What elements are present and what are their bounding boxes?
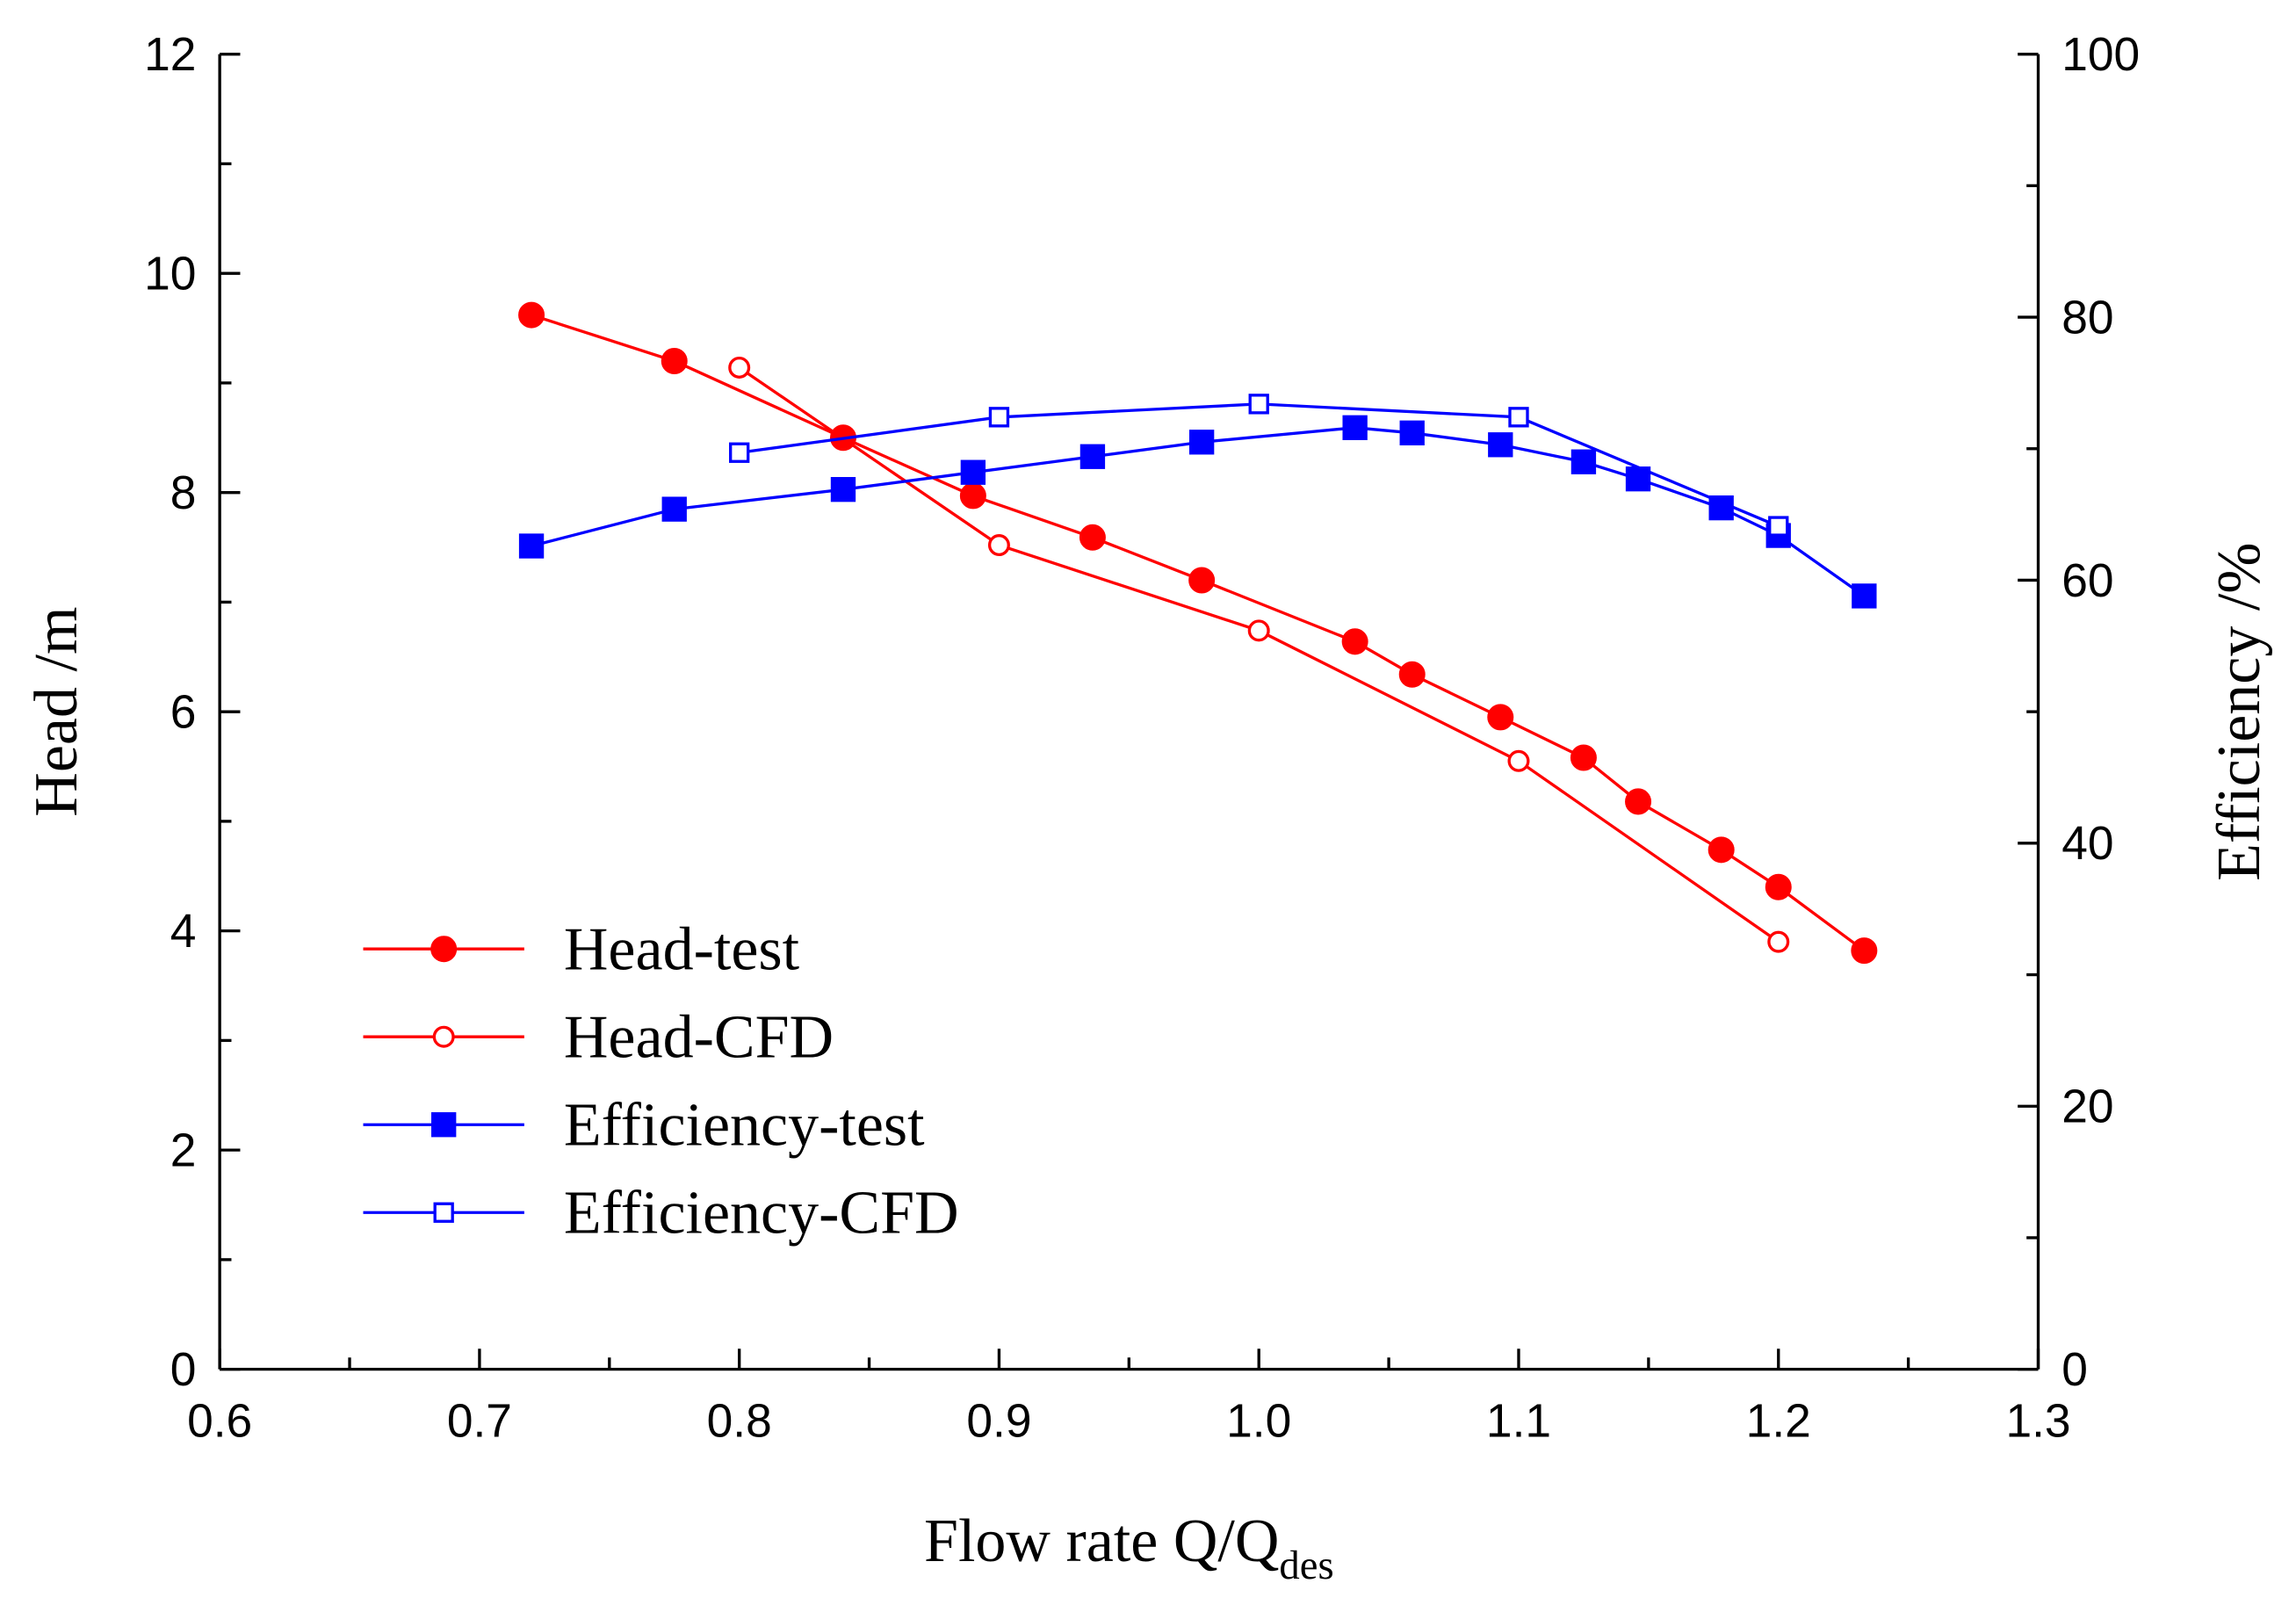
legend-marker <box>430 936 458 963</box>
x-axis-label: Flow rate Q/Qdes <box>924 1507 1334 1588</box>
y-left-tick-label: 8 <box>170 467 197 519</box>
data-point <box>959 482 986 510</box>
data-point <box>1342 415 1368 440</box>
series-line <box>531 313 1866 952</box>
data-point <box>1399 420 1425 445</box>
data-point <box>987 534 1010 557</box>
y-right-tick-label: 100 <box>2061 29 2140 81</box>
series-head-cfd <box>728 356 1790 953</box>
data-point <box>1079 524 1106 551</box>
data-point <box>1341 628 1368 655</box>
y-right-tick-label: 60 <box>2061 555 2113 607</box>
legend-label: Efficiency-CFD <box>564 1180 959 1247</box>
series-head-test <box>518 301 1878 965</box>
legend-label: Efficiency-test <box>564 1092 925 1160</box>
y-left-tick-label: 2 <box>170 1124 197 1176</box>
data-point <box>988 407 1010 428</box>
data-point <box>518 533 545 559</box>
legend-marker <box>433 1202 454 1223</box>
y-right-tick-label: 0 <box>2061 1344 2088 1396</box>
data-point <box>518 301 545 329</box>
series-line <box>739 402 1780 528</box>
series-layer <box>518 301 1878 965</box>
x-axis-label-main: Flow rate Q/Q <box>924 1507 1279 1575</box>
data-point <box>1570 449 1597 474</box>
series-efficiency-cfd <box>729 394 1789 537</box>
axes <box>218 54 2040 1371</box>
data-point <box>1188 430 1215 455</box>
y-right-tick-label: 80 <box>2061 292 2113 343</box>
legend-label: Head-test <box>564 916 800 984</box>
x-axis-label-sub: des <box>1279 1543 1333 1588</box>
data-point <box>1767 930 1790 953</box>
data-point <box>1188 567 1216 594</box>
data-point <box>1708 836 1735 864</box>
legend-label: Head-CFD <box>564 1004 834 1072</box>
data-point <box>1625 788 1652 815</box>
data-point <box>1487 704 1514 731</box>
series-efficiency-test <box>518 415 1877 609</box>
data-point <box>1708 495 1734 521</box>
x-tick-label: 1.0 <box>1226 1395 1291 1447</box>
x-tick-label: 1.3 <box>2005 1395 2070 1447</box>
y-right-tick-label: 40 <box>2061 818 2113 870</box>
data-point <box>1765 873 1792 900</box>
y-left-tick-label: 0 <box>170 1344 197 1396</box>
x-tick-label: 1.1 <box>1486 1395 1551 1447</box>
data-point <box>661 496 687 522</box>
y-left-tick-label: 12 <box>144 29 196 81</box>
legend-marker <box>431 1112 457 1138</box>
data-point <box>661 347 688 374</box>
x-tick-label: 1.2 <box>1746 1395 1811 1447</box>
y-left-tick-label: 10 <box>144 249 196 300</box>
legend-item: Efficiency-CFD <box>363 1180 959 1247</box>
data-point <box>728 356 751 379</box>
data-point <box>830 476 856 502</box>
ticks: 0.6 0.7 0.8 0.9 1.0 1.1 1.2 1.30246810120204060… <box>144 29 2140 1447</box>
series-line <box>738 366 1780 943</box>
x-tick-label: 0.9 <box>966 1395 1031 1447</box>
x-tick-label: 0.7 <box>447 1395 512 1447</box>
data-point <box>1248 394 1269 415</box>
data-point <box>1079 444 1106 469</box>
y-right-axis-label: Efficiency /% <box>2206 542 2273 880</box>
legend-marker <box>432 1025 455 1048</box>
y-left-tick-label: 6 <box>170 686 197 738</box>
data-point <box>960 459 986 485</box>
data-point <box>1488 432 1513 458</box>
y-left-tick-label: 4 <box>170 906 197 958</box>
data-point <box>1398 661 1426 688</box>
data-point <box>1768 516 1789 537</box>
legend-item: Head-CFD <box>363 1004 834 1072</box>
y-left-axis-label: Head /m <box>23 607 90 817</box>
legend-item: Efficiency-test <box>363 1092 925 1160</box>
series-line <box>531 426 1866 597</box>
y-right-tick-label: 20 <box>2061 1081 2113 1133</box>
legend-item: Head-test <box>363 916 800 984</box>
data-point <box>1570 744 1597 771</box>
data-point <box>1852 583 1877 609</box>
data-point <box>729 442 750 463</box>
data-point <box>1508 407 1529 428</box>
x-tick-label: 0.8 <box>707 1395 772 1447</box>
x-tick-label: 0.6 <box>187 1395 252 1447</box>
data-point <box>1507 749 1530 772</box>
legend: Head-test Head-CFD Efficiency-test Efficien… <box>363 916 959 1247</box>
data-point <box>1247 619 1270 642</box>
data-point <box>1851 937 1878 965</box>
